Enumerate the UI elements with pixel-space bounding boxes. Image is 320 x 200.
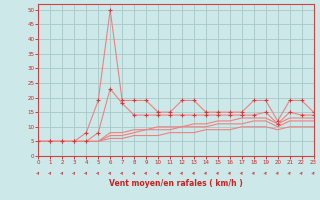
X-axis label: Vent moyen/en rafales ( km/h ): Vent moyen/en rafales ( km/h ) [109,179,243,188]
